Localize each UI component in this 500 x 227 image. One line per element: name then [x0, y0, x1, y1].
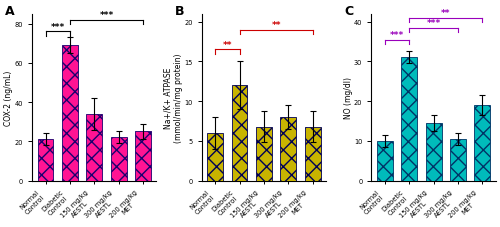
- Text: ***: ***: [426, 19, 441, 28]
- Bar: [111, 138, 126, 181]
- Bar: [38, 140, 54, 181]
- Bar: [62, 46, 78, 181]
- Text: **: **: [272, 21, 281, 30]
- Bar: [135, 132, 151, 181]
- Text: **: **: [222, 40, 232, 49]
- Bar: [474, 106, 490, 181]
- Bar: [402, 58, 417, 181]
- Bar: [86, 114, 102, 181]
- Text: A: A: [4, 5, 15, 18]
- Bar: [207, 133, 223, 181]
- Bar: [256, 127, 272, 181]
- Bar: [377, 141, 393, 181]
- Text: ***: ***: [100, 11, 114, 20]
- Bar: [426, 123, 442, 181]
- Text: C: C: [344, 5, 353, 18]
- Bar: [450, 139, 466, 181]
- Y-axis label: COX-2 (ng/mL): COX-2 (ng/mL): [4, 70, 13, 125]
- Y-axis label: NO (mg/dl): NO (mg/dl): [344, 77, 352, 118]
- Bar: [280, 117, 296, 181]
- Text: ***: ***: [50, 22, 65, 31]
- Bar: [305, 127, 320, 181]
- Bar: [232, 86, 248, 181]
- Text: B: B: [174, 5, 184, 18]
- Text: ***: ***: [390, 31, 404, 39]
- Y-axis label: Na+/K+ ATPASE
(mmol/min/mg protein): Na+/K+ ATPASE (mmol/min/mg protein): [164, 53, 183, 142]
- Text: **: **: [441, 9, 450, 18]
